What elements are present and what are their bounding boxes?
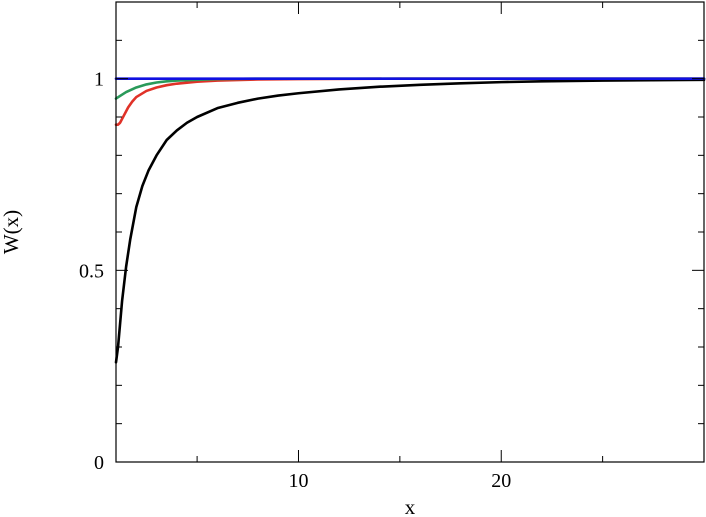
series-lines (114, 77, 706, 364)
y-axis-label: W(x) (0, 210, 23, 254)
y-tick-label: 1 (94, 69, 104, 91)
tick-marks (116, 2, 704, 463)
y-tick-label: 0 (94, 452, 104, 474)
x-tick-label: 10 (288, 470, 308, 492)
tick-labels: 10 20 0 0.5 1 (79, 69, 511, 492)
x-axis-label: x (405, 495, 416, 517)
y-tick-label: 0.5 (79, 260, 104, 282)
plot-frame (115, 1, 705, 463)
x-tick-label: 20 (491, 470, 511, 492)
series-line-1 (114, 78, 706, 364)
